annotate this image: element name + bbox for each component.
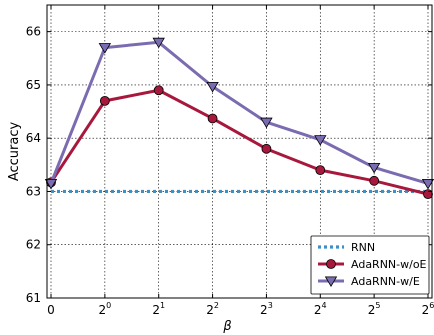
legend-label: RNN (351, 241, 375, 254)
legend-item: RNN (318, 241, 375, 254)
data-point (369, 175, 380, 186)
legend-marker (326, 259, 336, 269)
legend-label: AdaRNN-w/oE (351, 258, 427, 271)
series-1 (46, 85, 433, 200)
legend-item: AdaRNN-w/E (318, 275, 420, 288)
legend-label: AdaRNN-w/E (351, 275, 420, 288)
x-tick-labels: 0 20 21 22 23 24 25 26 (47, 301, 434, 317)
data-point (260, 117, 273, 129)
y-tick-label: 65 (26, 78, 41, 92)
data-point (152, 37, 165, 49)
x-tick-label: 23 (260, 301, 273, 317)
axis-ticks (47, 5, 432, 299)
data-point (367, 162, 381, 174)
y-tick-label: 66 (26, 25, 41, 39)
data-point (314, 135, 327, 146)
data-point (261, 143, 272, 154)
series-line (49, 88, 429, 196)
x-tick-label: 0 (47, 303, 55, 317)
series-layer (44, 37, 434, 200)
data-point (421, 178, 434, 190)
x-axis-label: β (222, 319, 231, 334)
x-tick-label: 24 (314, 301, 327, 317)
y-tick-label: 62 (26, 238, 41, 252)
legend-marker (324, 276, 338, 288)
data-point (44, 178, 58, 190)
series-2 (44, 37, 434, 190)
data-point (99, 95, 110, 106)
y-tick-label: 64 (26, 131, 41, 145)
x-tick-label: 22 (206, 301, 219, 317)
y-axis-label: Accuracy (7, 122, 22, 182)
x-tick-label: 21 (152, 301, 165, 317)
y-tick-label: 61 (26, 291, 41, 305)
y-tick-labels: 61 62 63 64 65 66 (26, 25, 41, 305)
legend: RNN AdaRNN-w/oE AdaRNN-w/E (310, 235, 430, 295)
data-point (153, 85, 164, 96)
data-point (315, 165, 326, 176)
x-tick-label: 20 (98, 301, 111, 317)
data-point (206, 81, 219, 93)
x-tick-label: 26 (422, 301, 434, 317)
series-line (49, 40, 429, 185)
data-point (98, 43, 112, 54)
y-tick-label: 63 (26, 184, 41, 198)
x-tick-label: 25 (368, 301, 381, 317)
plot-frame (46, 4, 433, 299)
data-point (207, 113, 218, 124)
legend-item: AdaRNN-w/oE (318, 258, 427, 271)
